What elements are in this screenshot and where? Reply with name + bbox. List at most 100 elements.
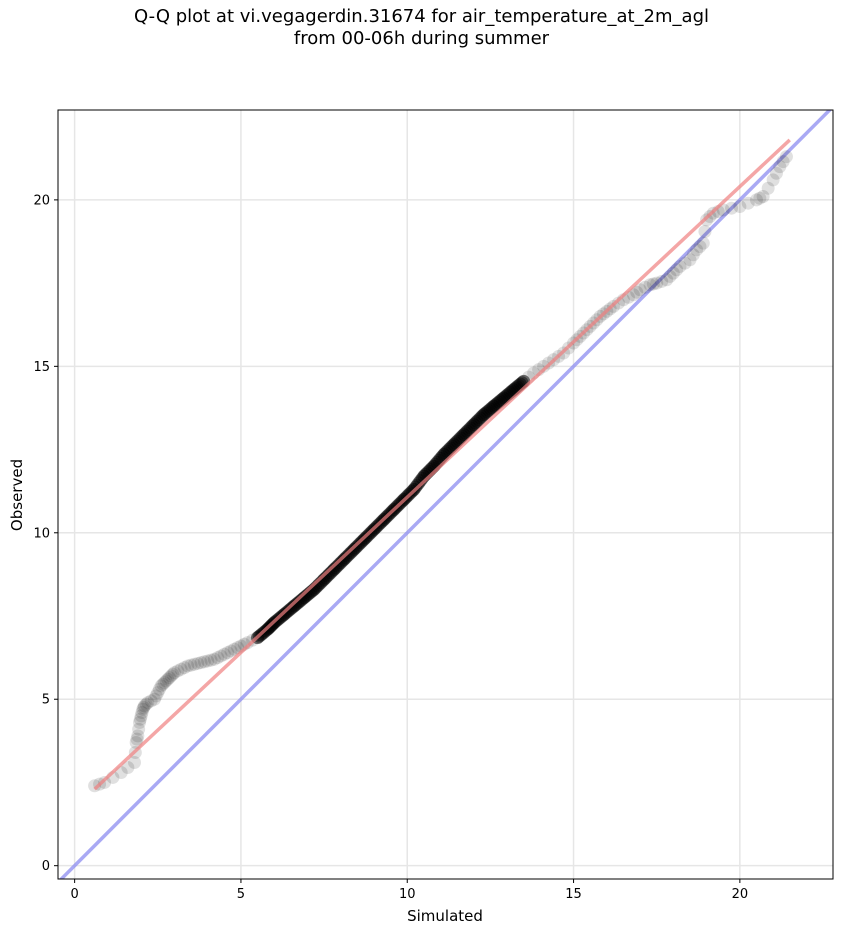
data-point [663, 269, 677, 283]
data-point [447, 438, 461, 452]
data-points [88, 138, 793, 793]
chart-title: Q-Q plot at vi.vegagerdin.31674 for air_… [134, 6, 709, 49]
data-point [149, 689, 163, 703]
data-point [154, 679, 168, 693]
data-point [497, 391, 511, 405]
data-point [655, 274, 669, 288]
data-point [666, 266, 680, 280]
data-point [477, 408, 491, 422]
y-tick-label: 20 [33, 193, 50, 208]
data-point [132, 716, 146, 730]
data-point [227, 642, 241, 656]
data-point [776, 155, 790, 169]
data-point [211, 651, 225, 665]
data-point [611, 296, 625, 310]
data-point [468, 416, 482, 430]
data-point [207, 652, 221, 666]
data-point [410, 478, 424, 492]
data-point [221, 646, 235, 660]
data-point [197, 655, 211, 669]
data-point [131, 729, 145, 743]
reference-lines [58, 110, 833, 879]
data-point [769, 166, 783, 180]
y-tick-label: 10 [33, 526, 50, 541]
data-point [128, 755, 142, 769]
data-point [167, 666, 181, 680]
data-point [135, 706, 149, 720]
data-point [162, 671, 176, 685]
data-point [201, 654, 215, 668]
data-point [749, 193, 763, 207]
data-point [329, 561, 343, 575]
data-point [690, 243, 704, 257]
data-point [756, 190, 770, 204]
data-point [130, 732, 144, 746]
data-point [241, 636, 255, 650]
data-point [448, 436, 462, 450]
data-point [638, 280, 652, 294]
data-point [224, 644, 238, 658]
grid-lines [58, 110, 833, 879]
data-point [287, 599, 301, 613]
data-point [214, 649, 228, 663]
data-point [458, 426, 472, 440]
data-point [741, 196, 755, 210]
y-tick-label: 5 [42, 693, 50, 708]
data-point [156, 677, 170, 691]
data-point [339, 551, 353, 565]
y-tick-label: 0 [42, 859, 50, 874]
y-axis-label: Observed [8, 459, 26, 531]
plot-frame [57, 109, 834, 880]
data-point [630, 285, 644, 299]
data-point [133, 712, 147, 726]
data-point [457, 428, 471, 442]
data-point [137, 701, 151, 715]
x-tick-label: 20 [732, 887, 749, 902]
data-point [670, 263, 684, 277]
data-point [660, 273, 674, 287]
data-point [626, 288, 640, 302]
data-point [187, 657, 201, 671]
data-point [698, 225, 712, 239]
data-point [141, 696, 155, 710]
data-point [217, 647, 231, 661]
data-point [779, 150, 793, 164]
data-point [753, 191, 767, 205]
data-point [139, 697, 153, 711]
x-tick-label: 15 [565, 887, 582, 902]
data-point [204, 653, 218, 667]
axis-ticks: 0 5 10 15 20 0 5 10 15 20 [33, 193, 748, 902]
data-point [773, 160, 787, 174]
x-axis-label: Simulated [407, 907, 483, 925]
data-point [725, 201, 739, 215]
data-point [98, 775, 112, 789]
data-point [166, 667, 180, 681]
data-point [177, 661, 191, 675]
data-point [696, 236, 710, 250]
data-point [650, 276, 664, 290]
fit-line [93, 138, 791, 791]
data-point [151, 686, 165, 700]
data-point [136, 702, 150, 716]
data-point [337, 552, 351, 566]
data-point [132, 722, 146, 736]
data-point [137, 699, 151, 713]
data-point [643, 278, 657, 292]
data-point [487, 399, 501, 413]
data-point [171, 664, 185, 678]
data-point [646, 277, 660, 291]
x-tick-label: 5 [237, 887, 245, 902]
x-tick-label: 0 [70, 887, 78, 902]
data-point [164, 669, 178, 683]
data-point [174, 662, 188, 676]
data-point [761, 181, 775, 195]
data-point [673, 259, 687, 273]
data-point [88, 779, 102, 793]
x-tick-label: 10 [399, 887, 416, 902]
data-point [181, 659, 195, 673]
data-point [686, 248, 700, 262]
data-point [184, 658, 198, 672]
data-point [537, 359, 551, 373]
data-point [191, 656, 205, 670]
